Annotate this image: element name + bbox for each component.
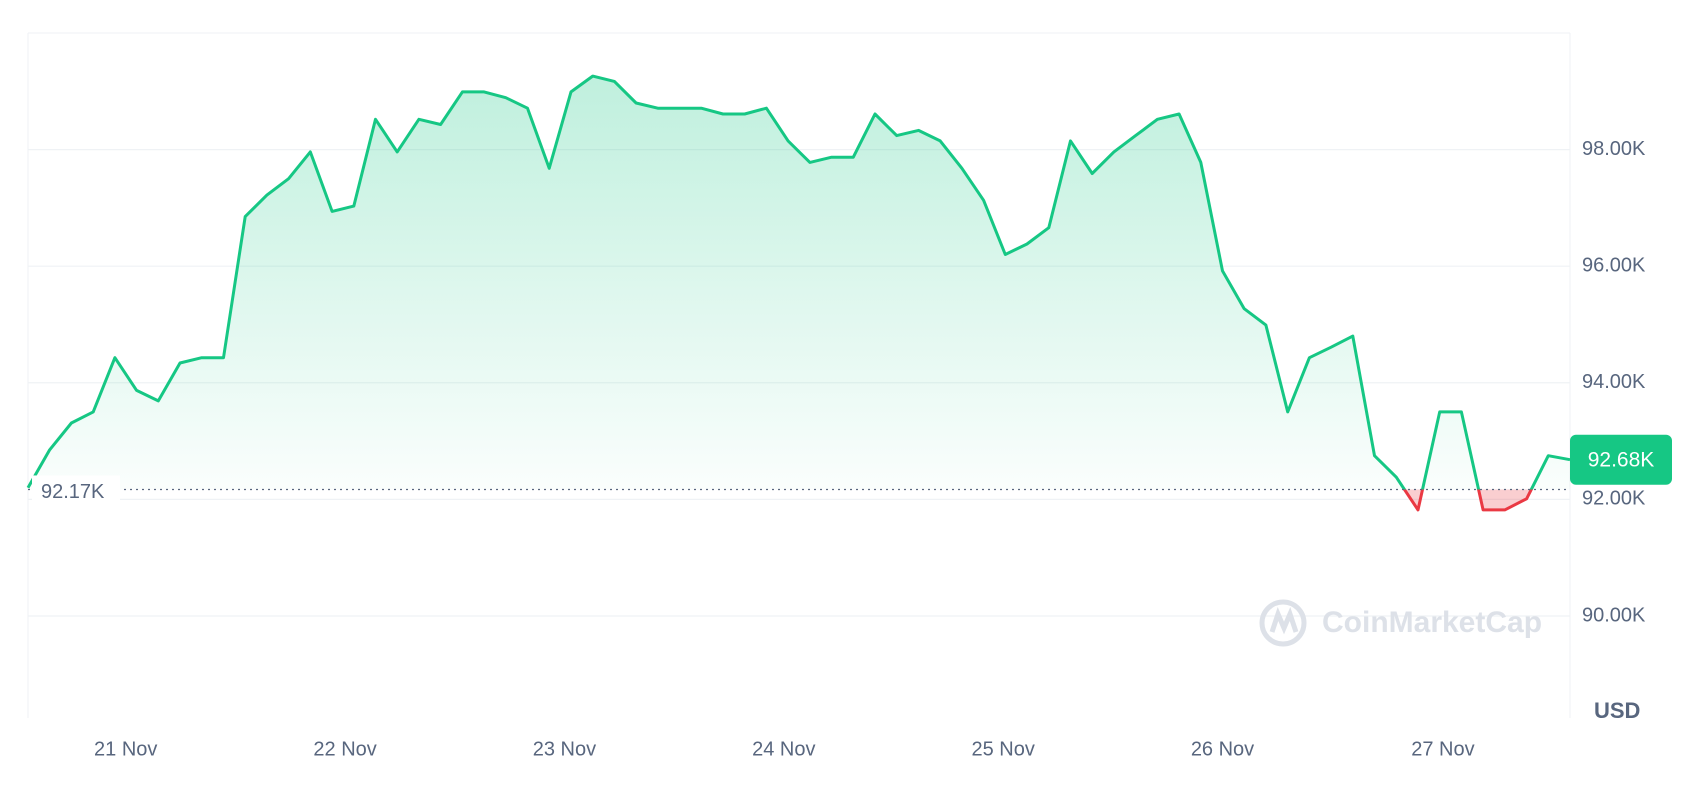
y-tick-label: 90.00K [1582, 604, 1646, 626]
logo-m [1269, 606, 1299, 635]
currency-label: USD [1594, 698, 1640, 723]
x-tick-label: 23 Nov [533, 738, 596, 760]
y-tick-label: 92.00K [1582, 488, 1646, 510]
x-tick-label: 26 Nov [1191, 738, 1254, 760]
open-label-bg [32, 475, 120, 504]
x-tick-label: 22 Nov [313, 738, 376, 760]
y-tick-label: 96.00K [1582, 254, 1646, 276]
price-area [28, 76, 1570, 510]
watermark-logo [1259, 599, 1307, 647]
current-tag [1570, 434, 1672, 485]
current-label: 92.68K [1588, 448, 1655, 471]
y-tick-label: 94.00K [1582, 371, 1646, 393]
x-tick-label: 27 Nov [1411, 738, 1474, 760]
watermark: CoinMarketCap [1322, 606, 1542, 639]
x-tick-label: 21 Nov [94, 738, 157, 760]
logo-ring [1259, 599, 1307, 647]
x-tick-label: 24 Nov [752, 738, 815, 760]
y-tick-label: 98.00K [1582, 138, 1646, 160]
x-tick-label: 25 Nov [971, 738, 1034, 760]
open-label: 92.17K [41, 481, 105, 503]
price-line [26, 74, 1571, 512]
